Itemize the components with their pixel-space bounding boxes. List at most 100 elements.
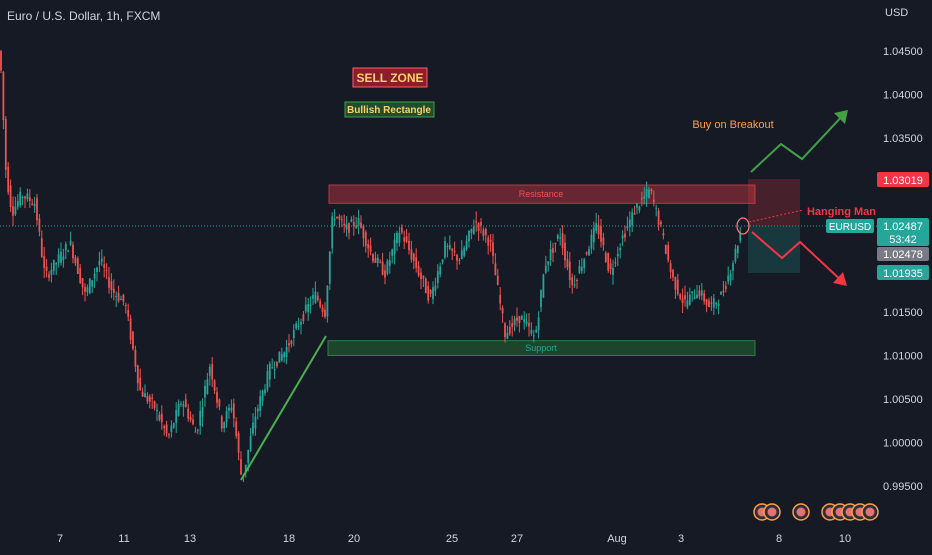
candle-body [115,296,118,298]
candle-body [662,233,665,236]
candle-body [650,189,653,192]
candle-body [324,309,326,317]
candle-body [172,423,175,428]
candle-body [300,322,302,325]
candle-body [664,244,667,254]
candle-body [105,270,108,271]
sell-zone-box[interactable] [352,67,428,88]
candle-body [628,219,631,227]
candle-body [165,424,168,434]
candle-body [316,295,319,301]
candle-body [273,369,276,371]
candle-body [739,233,742,241]
candle-body [84,286,86,292]
candle-body [468,231,470,242]
candle-body [120,298,122,300]
candle-body [616,254,619,257]
bid-price-text: 1.02478 [883,249,923,261]
candle-body [156,409,158,412]
candle-body [638,206,641,211]
candle-body [477,223,480,232]
candle-body [441,259,444,263]
candle-body [631,212,634,226]
candle-body [643,196,646,199]
candle-body [484,228,487,235]
candle-body [724,285,727,290]
candle-body [139,378,142,390]
trend-line[interactable] [240,335,327,481]
candle-body [465,240,468,250]
candle-body [194,431,197,433]
candle-body [734,248,737,262]
y-tick-label: 0.99500 [883,481,923,493]
arrow-down-path[interactable] [751,231,845,284]
candle-body [163,426,166,429]
candle-body [40,238,43,257]
candle-body [374,257,377,263]
candle-body [357,217,360,226]
candle-body [7,167,10,193]
candle-body [405,236,408,242]
candle-body [132,331,134,349]
candle-body [336,216,338,218]
candle-body [110,281,113,290]
candle-body [93,273,96,279]
candle-body [475,221,478,223]
candle-body [127,310,130,317]
candle-body [244,464,247,473]
candle-body [403,237,406,242]
candle-body [729,273,732,281]
candle-body [189,417,192,421]
candle-body [199,410,202,426]
candle-body [571,277,574,285]
candle-body [636,203,638,208]
candle-body [369,245,372,252]
candle-body [439,266,442,275]
candle-body [588,249,590,256]
time-axis[interactable]: 7 11 13 18 20 25 27 Aug 3 8 10 [57,533,851,545]
candle-body [436,271,439,283]
buy-on-breakout-label: Buy on Breakout [692,119,773,131]
event-icons[interactable] [753,503,879,521]
position-target-area[interactable] [748,179,800,226]
candle-body [52,259,55,272]
flag-icon [865,507,875,517]
bullish-rectangle-box[interactable] [344,101,435,118]
candle-body [230,407,233,411]
candle-body [2,71,5,120]
symbol-badge[interactable] [826,219,874,233]
candle-body [499,295,502,304]
candle-body [103,264,106,268]
candle-body [331,216,334,249]
candle-body [271,367,274,369]
candle-body [204,386,206,398]
candle-body [607,253,610,271]
candle-body [4,119,7,170]
candle-body [266,371,269,390]
candle-body [177,404,180,416]
support-zone[interactable] [327,340,756,357]
candle-body [513,318,516,325]
hanging-man-marker[interactable] [736,217,750,235]
candle-body [108,277,110,288]
candle-body [280,354,283,361]
candle-body [259,396,262,411]
candle-body [292,330,295,339]
candle-body [532,335,535,337]
candle-body [648,189,650,198]
candle-body [422,275,425,279]
x-tick-label: 20 [348,533,360,545]
y-tick-label: 1.00000 [883,438,923,450]
candle-body [19,191,22,206]
candle-body [645,189,648,197]
candle-body [686,300,689,308]
x-tick-label: 27 [511,533,523,545]
candle-body [48,274,50,278]
candle-body [621,235,624,239]
candle-body [112,288,115,293]
arrow-up-head [834,110,848,124]
candle-body [192,419,194,425]
arrow-up-path[interactable] [750,111,847,173]
